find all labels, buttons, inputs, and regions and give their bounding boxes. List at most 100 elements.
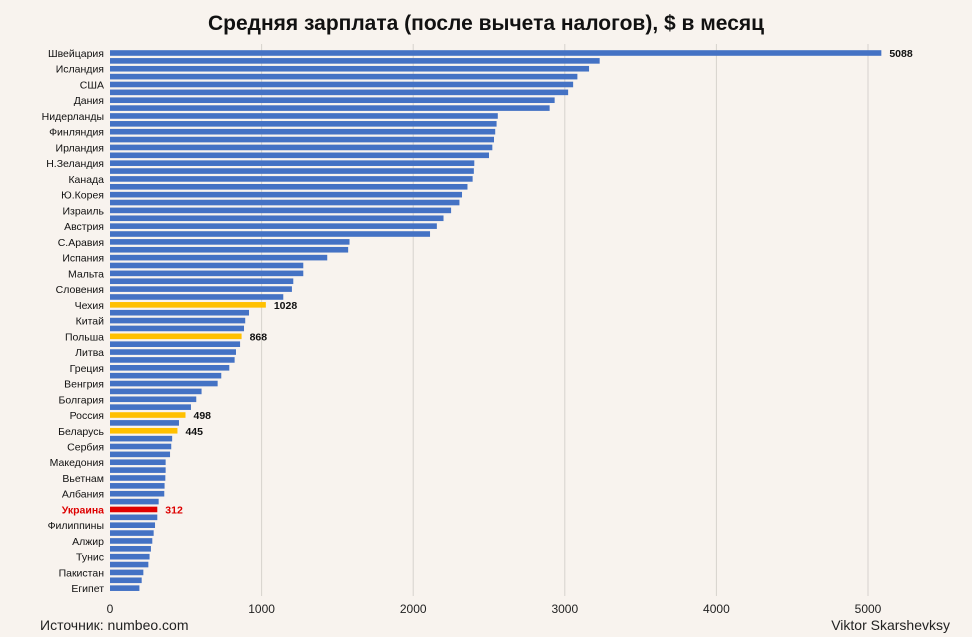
- category-label: Исландия: [56, 64, 104, 76]
- bar: [110, 144, 493, 151]
- bar: [110, 262, 304, 269]
- bar: [110, 514, 158, 521]
- bar: [110, 333, 242, 340]
- bar: [110, 404, 191, 410]
- x-tick-label: 2000: [400, 602, 427, 616]
- bar: [110, 50, 882, 56]
- category-label: Египет: [71, 583, 104, 595]
- category-label: Албания: [62, 489, 104, 501]
- bar: [110, 199, 460, 206]
- bar: [110, 341, 241, 347]
- category-label: Вьетнам: [62, 473, 104, 485]
- category-label: Тунис: [76, 552, 104, 564]
- category-label: Беларусь: [58, 426, 104, 438]
- x-tick-label: 5000: [855, 602, 882, 616]
- bar: [110, 89, 569, 96]
- bar: [110, 459, 166, 466]
- bar: [110, 585, 140, 591]
- bar: [110, 294, 284, 300]
- bar: [110, 365, 230, 371]
- bar: [110, 113, 498, 119]
- category-label: Австрия: [64, 221, 104, 233]
- category-label: США: [80, 79, 104, 91]
- bar: [110, 246, 349, 253]
- category-label: Швейцария: [48, 48, 104, 60]
- author-credit: Viktor Skarshevksy: [831, 617, 950, 633]
- x-tick-label: 0: [107, 602, 114, 616]
- category-label: Дания: [74, 95, 104, 107]
- category-label: Ирландия: [56, 142, 104, 154]
- data-label: 1028: [274, 300, 298, 312]
- bar: [110, 97, 555, 104]
- bar: [110, 349, 236, 355]
- bar: [110, 357, 235, 363]
- category-label: Нидерланды: [42, 111, 104, 123]
- category-label: Филиппины: [48, 520, 104, 532]
- category-label: Финляндия: [49, 127, 104, 139]
- bar: [110, 223, 437, 229]
- bar: [110, 317, 246, 324]
- bar: [110, 475, 166, 481]
- bar: [110, 325, 245, 332]
- bar: [110, 128, 496, 135]
- bar: [110, 278, 294, 285]
- bar: [110, 506, 158, 513]
- bar: [110, 435, 173, 442]
- bar: [110, 160, 475, 166]
- bar: [110, 538, 153, 544]
- bar: [110, 215, 444, 222]
- category-label: Пакистан: [59, 567, 105, 579]
- bar: [110, 451, 171, 458]
- bar: [110, 420, 179, 426]
- bar: [110, 498, 159, 505]
- data-label: 5088: [889, 48, 913, 60]
- category-label: Россия: [70, 410, 104, 422]
- bar: [110, 483, 165, 489]
- category-label: Мальта: [68, 268, 104, 280]
- bar: [110, 577, 142, 584]
- bar: [110, 207, 452, 214]
- category-label: Украина: [62, 504, 104, 516]
- bar: [110, 546, 151, 552]
- bar: [110, 490, 165, 497]
- category-label: Польша: [65, 331, 104, 343]
- bar: [110, 254, 328, 261]
- bar: [110, 309, 250, 316]
- category-label: Македония: [50, 457, 104, 469]
- category-label: Ю.Корея: [61, 190, 104, 202]
- bar: [110, 239, 350, 245]
- x-tick-label: 4000: [703, 602, 730, 616]
- category-label: Венгрия: [64, 379, 104, 391]
- bar: [110, 553, 150, 560]
- category-label: С.Аравия: [58, 237, 104, 249]
- chart-title: Средняя зарплата (после вычета налогов),…: [207, 12, 765, 35]
- bar: [110, 152, 489, 159]
- category-label: Испания: [62, 253, 104, 265]
- bar: [110, 380, 218, 387]
- bar: [110, 183, 468, 190]
- bar: [110, 191, 463, 198]
- bar: [110, 58, 600, 64]
- data-label: 498: [193, 410, 211, 422]
- category-label: Словения: [56, 284, 104, 296]
- source-note: Источник: numbeo.com: [40, 617, 189, 633]
- bar: [110, 388, 202, 395]
- bar: [110, 73, 578, 80]
- category-label: Китай: [76, 316, 105, 328]
- x-tick-label: 3000: [551, 602, 578, 616]
- bar: [110, 176, 473, 182]
- category-label: Канада: [68, 174, 104, 186]
- category-label: Болгария: [59, 394, 104, 406]
- bar: [110, 530, 154, 536]
- bar: [110, 302, 266, 308]
- bar: [110, 561, 149, 568]
- bar: [110, 412, 186, 418]
- category-label: Н.Зеландия: [46, 158, 104, 170]
- category-label: Израиль: [62, 205, 104, 217]
- bar: [110, 81, 574, 88]
- bar: [110, 168, 474, 174]
- bar: [110, 231, 431, 237]
- bar: [110, 121, 497, 127]
- bar: [110, 467, 166, 473]
